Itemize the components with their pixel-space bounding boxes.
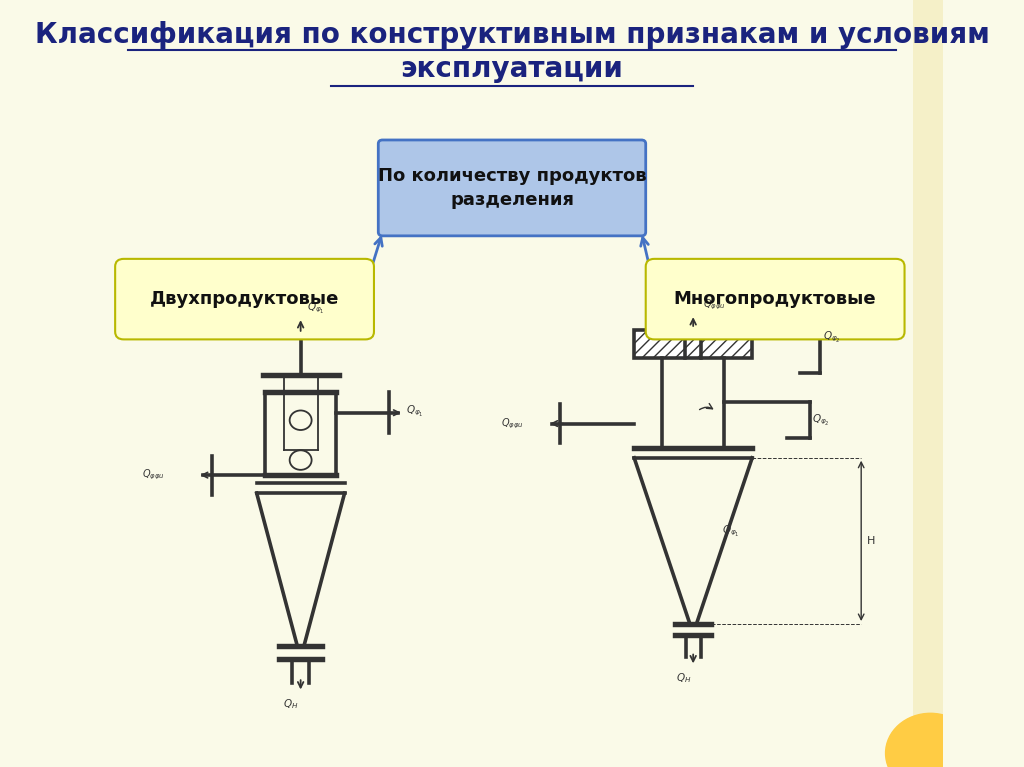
FancyBboxPatch shape bbox=[115, 258, 374, 339]
Bar bbox=[913, 0, 943, 767]
Text: Двухпродуктовые: Двухпродуктовые bbox=[150, 290, 339, 308]
FancyBboxPatch shape bbox=[646, 258, 904, 339]
Text: $Q_{\varphi\varphi u}$: $Q_{\varphi\varphi u}$ bbox=[141, 468, 164, 482]
Text: $Q_{\varphi_1}$: $Q_{\varphi_1}$ bbox=[307, 300, 326, 315]
Text: $Q_H$: $Q_H$ bbox=[283, 697, 298, 711]
Text: $Q_{\varphi_1}$: $Q_{\varphi_1}$ bbox=[722, 523, 739, 538]
Text: $Q_{\varphi\varphi u}$: $Q_{\varphi\varphi u}$ bbox=[501, 416, 523, 431]
Text: $Q_{\varphi_1}$: $Q_{\varphi_1}$ bbox=[407, 403, 424, 418]
Text: $Q_{\varphi_2}$: $Q_{\varphi_2}$ bbox=[822, 329, 841, 344]
Bar bbox=[634, 331, 753, 358]
Text: H: H bbox=[867, 536, 876, 546]
Text: $Q_{\varphi\varphi u}$: $Q_{\varphi\varphi u}$ bbox=[703, 298, 726, 312]
Circle shape bbox=[886, 713, 975, 767]
FancyBboxPatch shape bbox=[378, 140, 646, 236]
Text: По количеству продуктов
разделения: По количеству продуктов разделения bbox=[378, 167, 646, 209]
Text: Классификация по конструктивным признакам и условиям: Классификация по конструктивным признака… bbox=[35, 21, 989, 48]
Text: Многопродуктовые: Многопродуктовые bbox=[674, 290, 877, 308]
Text: эксплуатации: эксплуатации bbox=[400, 55, 624, 83]
Text: $Q_H$: $Q_H$ bbox=[676, 671, 691, 685]
Text: $Q_{\varphi_2}$: $Q_{\varphi_2}$ bbox=[812, 413, 829, 427]
